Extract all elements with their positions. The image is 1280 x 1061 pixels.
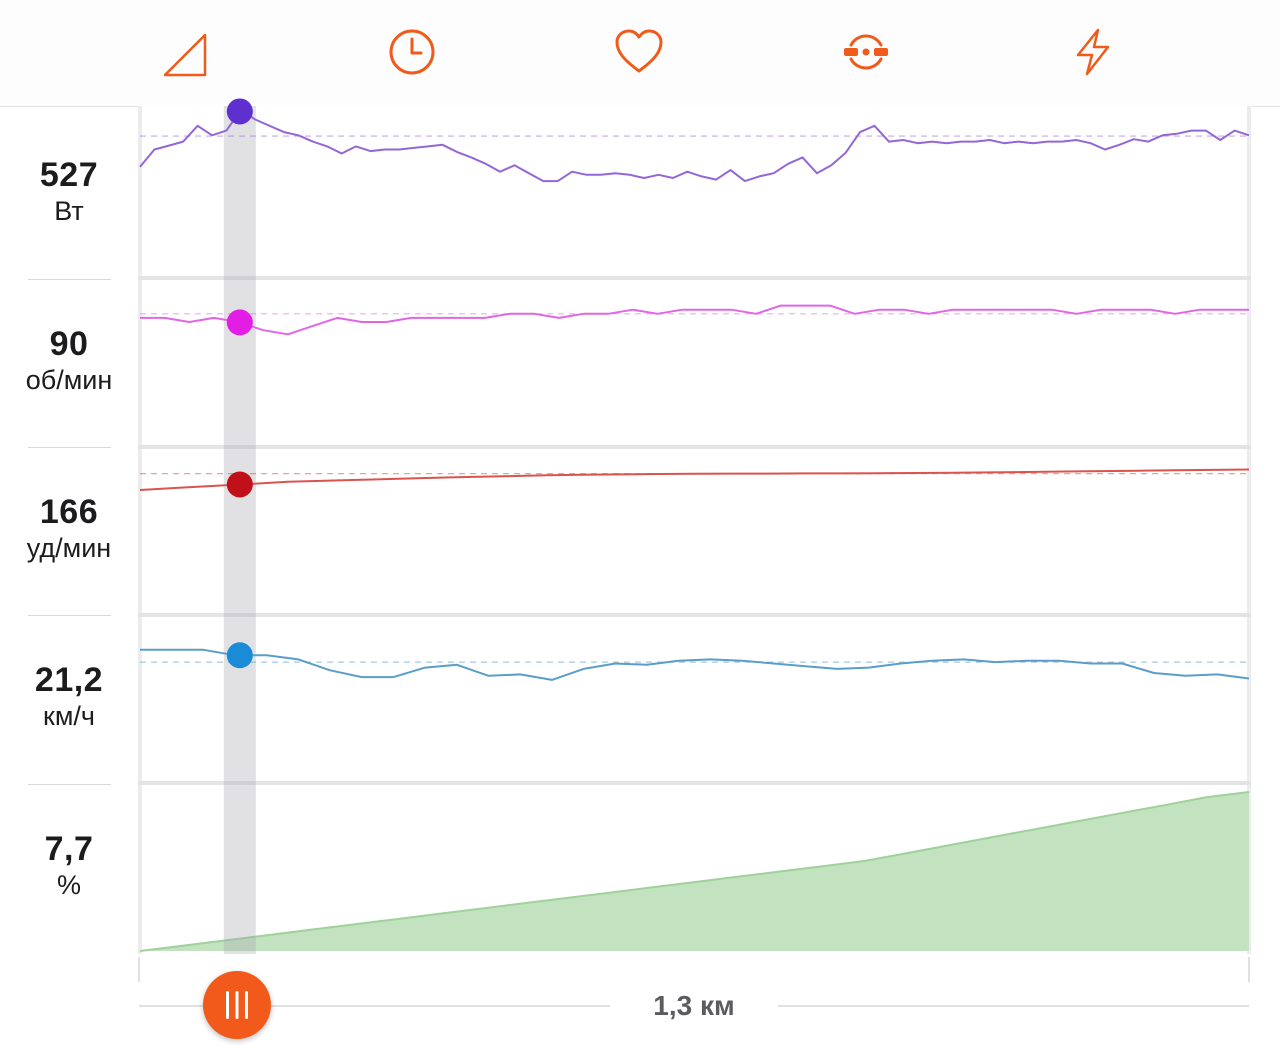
power-icon[interactable] xyxy=(1063,22,1123,82)
speed-line xyxy=(140,648,1250,681)
plot-edge-right xyxy=(1247,106,1251,954)
heart-rate-readout: 166 уд/мин xyxy=(0,495,138,562)
heart-icon-glyph xyxy=(615,29,663,73)
power-unit: Вт xyxy=(54,196,84,226)
scrubber-band xyxy=(223,106,256,954)
grade-unit: % xyxy=(56,870,81,900)
divider xyxy=(28,279,111,280)
cadence-icon[interactable] xyxy=(836,22,896,82)
power-value: 527 xyxy=(39,156,99,194)
divider xyxy=(28,784,111,785)
cadence-value: 90 xyxy=(49,325,89,363)
heart-rate-value: 166 xyxy=(39,493,99,531)
elevation-line xyxy=(139,791,1250,952)
panel-divider xyxy=(138,445,1251,449)
grade-icon[interactable] xyxy=(152,22,212,82)
scrubber-handle[interactable] xyxy=(203,971,271,1039)
panel-divider xyxy=(138,781,1251,785)
plot-area xyxy=(138,106,1252,954)
speed-value: 21,2 xyxy=(34,661,104,699)
power-marker xyxy=(226,98,253,125)
plot-edge-left xyxy=(138,106,142,954)
heart-icon[interactable] xyxy=(609,22,669,82)
divider xyxy=(28,615,111,616)
elevation-area xyxy=(140,792,1249,951)
grip-icon xyxy=(226,991,248,1019)
speed-readout: 21,2 км/ч xyxy=(0,663,138,730)
power-icon-glyph xyxy=(1076,28,1110,76)
toolbar xyxy=(0,0,1280,107)
divider xyxy=(28,447,111,448)
cadence-icon-glyph xyxy=(844,34,888,70)
cadence-readout: 90 об/мин xyxy=(0,327,138,394)
clock-icon[interactable] xyxy=(382,22,442,82)
heart_rate-line xyxy=(139,468,1250,491)
cadence-marker xyxy=(226,309,253,336)
grade-readout: 7,7 % xyxy=(0,832,138,899)
power-line xyxy=(139,109,1250,183)
distance-label: 1,3 км xyxy=(610,988,778,1024)
power-readout: 527 Вт xyxy=(0,158,138,225)
speed-marker xyxy=(226,642,253,669)
panel-divider xyxy=(138,276,1251,280)
clock-icon-glyph xyxy=(389,29,435,75)
grade-value: 7,7 xyxy=(44,830,94,868)
speed-unit: км/ч xyxy=(43,701,95,731)
heart_rate-marker xyxy=(226,471,253,498)
cadence-unit: об/мин xyxy=(25,365,113,395)
heart-rate-unit: уд/мин xyxy=(26,533,112,563)
cadence-line xyxy=(140,304,1249,336)
grade-icon-glyph xyxy=(163,33,207,77)
panel-divider xyxy=(138,613,1251,617)
